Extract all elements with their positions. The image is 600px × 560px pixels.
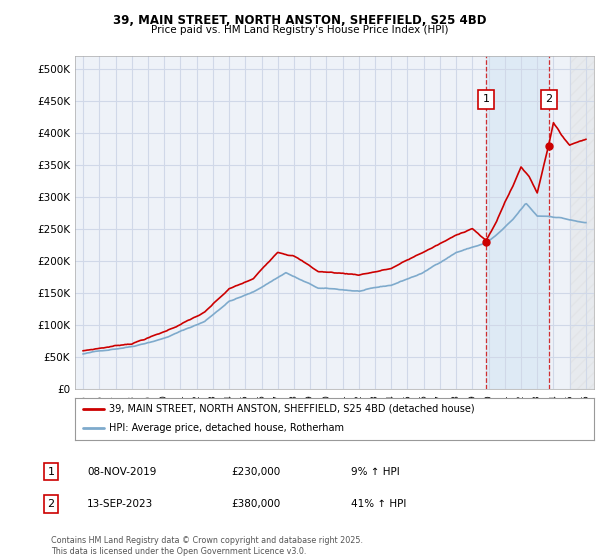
Text: £230,000: £230,000 bbox=[231, 466, 280, 477]
Text: 9% ↑ HPI: 9% ↑ HPI bbox=[351, 466, 400, 477]
Text: 13-SEP-2023: 13-SEP-2023 bbox=[87, 499, 153, 509]
Text: HPI: Average price, detached house, Rotherham: HPI: Average price, detached house, Roth… bbox=[109, 423, 344, 433]
Text: 08-NOV-2019: 08-NOV-2019 bbox=[87, 466, 157, 477]
Text: 2: 2 bbox=[47, 499, 55, 509]
Text: 39, MAIN STREET, NORTH ANSTON, SHEFFIELD, S25 4BD: 39, MAIN STREET, NORTH ANSTON, SHEFFIELD… bbox=[113, 14, 487, 27]
Text: Contains HM Land Registry data © Crown copyright and database right 2025.
This d: Contains HM Land Registry data © Crown c… bbox=[51, 536, 363, 556]
Text: 39, MAIN STREET, NORTH ANSTON, SHEFFIELD, S25 4BD (detached house): 39, MAIN STREET, NORTH ANSTON, SHEFFIELD… bbox=[109, 404, 475, 414]
Text: 2: 2 bbox=[545, 94, 552, 104]
Text: 1: 1 bbox=[482, 94, 490, 104]
Bar bbox=[486, 56, 548, 389]
Text: 41% ↑ HPI: 41% ↑ HPI bbox=[351, 499, 406, 509]
Text: 1: 1 bbox=[47, 466, 55, 477]
Text: Price paid vs. HM Land Registry's House Price Index (HPI): Price paid vs. HM Land Registry's House … bbox=[151, 25, 449, 35]
Text: £380,000: £380,000 bbox=[231, 499, 280, 509]
Bar bbox=[569, 56, 594, 389]
